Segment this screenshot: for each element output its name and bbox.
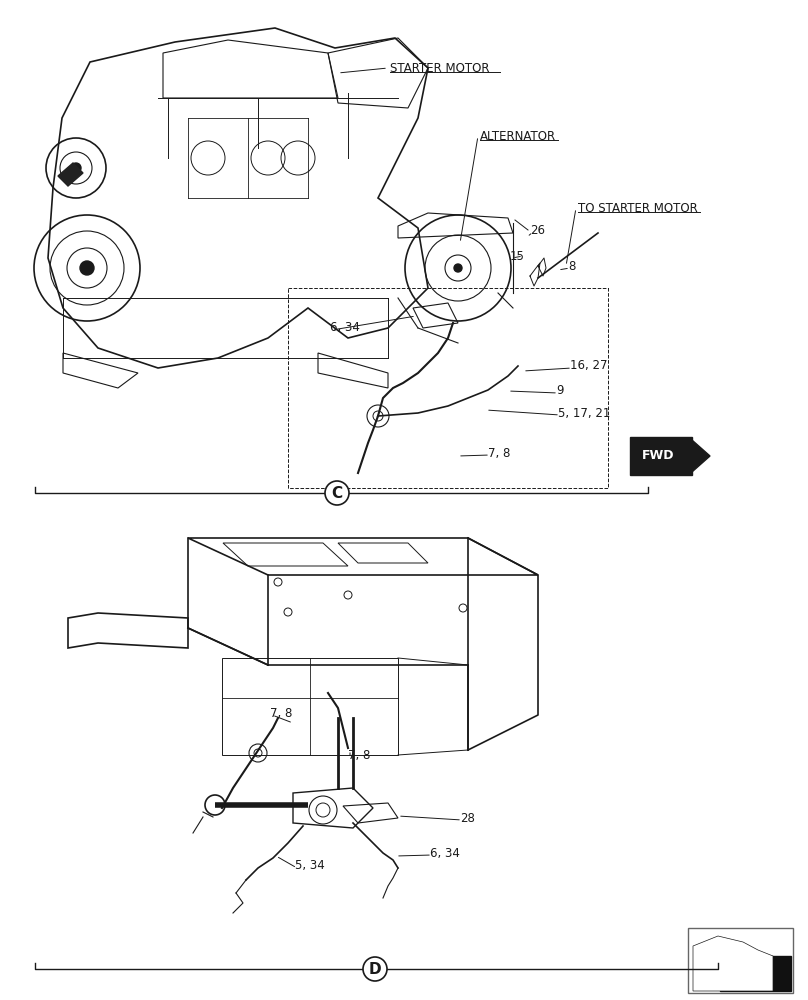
Text: 15: 15 <box>510 249 525 262</box>
Text: TO STARTER MOTOR: TO STARTER MOTOR <box>578 202 698 215</box>
Text: 7, 8: 7, 8 <box>270 706 292 720</box>
Bar <box>630 437 692 475</box>
Text: FWD: FWD <box>642 449 674 462</box>
Text: 6, 34: 6, 34 <box>330 322 360 334</box>
Polygon shape <box>720 956 791 991</box>
Circle shape <box>325 481 349 505</box>
Text: 7, 8: 7, 8 <box>488 446 511 460</box>
Text: 7, 8: 7, 8 <box>348 750 370 762</box>
Polygon shape <box>724 958 763 983</box>
Circle shape <box>363 957 387 981</box>
Text: STARTER MOTOR: STARTER MOTOR <box>390 62 490 75</box>
Circle shape <box>71 163 81 173</box>
Text: C: C <box>331 486 343 500</box>
Circle shape <box>454 264 462 272</box>
Polygon shape <box>693 936 773 991</box>
Text: 8: 8 <box>568 259 575 272</box>
Text: 5, 34: 5, 34 <box>295 859 325 872</box>
Text: 26: 26 <box>530 224 545 236</box>
Circle shape <box>80 261 94 275</box>
Text: 9: 9 <box>556 384 563 397</box>
Text: 5, 17, 21: 5, 17, 21 <box>558 406 610 420</box>
Text: D: D <box>368 962 381 976</box>
Text: 16, 27: 16, 27 <box>570 360 608 372</box>
Bar <box>688 928 793 993</box>
Text: ALTERNATOR: ALTERNATOR <box>480 129 556 142</box>
Text: 28: 28 <box>460 812 475 824</box>
Text: 6, 34: 6, 34 <box>430 846 460 859</box>
Polygon shape <box>691 439 710 473</box>
Polygon shape <box>58 163 83 186</box>
